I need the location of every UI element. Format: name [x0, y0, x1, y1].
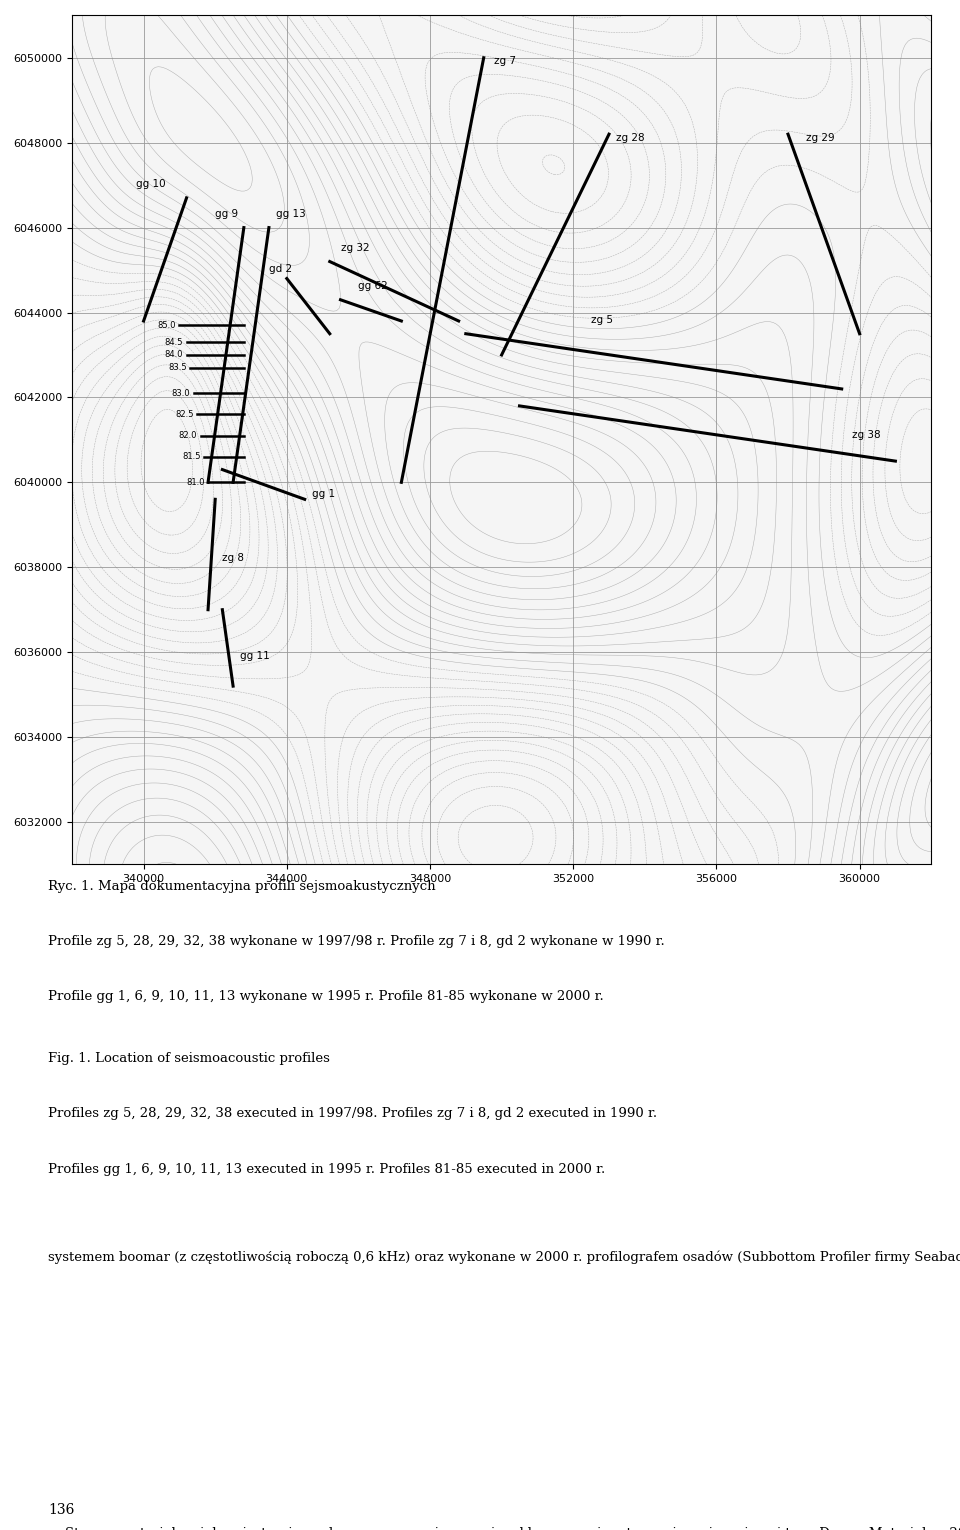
Text: 136: 136 [48, 1502, 74, 1518]
Text: zg 29: zg 29 [805, 133, 834, 142]
Text: zg 5: zg 5 [591, 315, 613, 326]
Text: 84.5: 84.5 [164, 338, 183, 347]
Text: Profile zg 5, 28, 29, 32, 38 wykonane w 1997/98 r. Profile zg 7 i 8, gd 2 wykona: Profile zg 5, 28, 29, 32, 38 wykonane w … [48, 935, 664, 949]
Text: 83.5: 83.5 [168, 363, 186, 372]
Text: Ryc. 1. Mapa dokumentacyjna profili sejsmoakustycznych: Ryc. 1. Mapa dokumentacyjna profili sejs… [48, 880, 436, 892]
Text: gg 9: gg 9 [215, 210, 238, 219]
Text: 81.5: 81.5 [182, 453, 201, 462]
Text: 82.5: 82.5 [176, 410, 194, 419]
Text: zg 38: zg 38 [852, 430, 881, 439]
Text: 84.0: 84.0 [164, 350, 183, 360]
Text: 82.0: 82.0 [179, 431, 198, 441]
Text: gd 2: gd 2 [269, 265, 292, 274]
Text: zg 8: zg 8 [223, 552, 245, 563]
Text: gg 11: gg 11 [240, 650, 270, 661]
Text: Profiles zg 5, 28, 29, 32, 38 executed in 1997/98. Profiles zg 7 i 8, gd 2 execu: Profiles zg 5, 28, 29, 32, 38 executed i… [48, 1108, 658, 1120]
Text: 85.0: 85.0 [157, 321, 176, 330]
Text: systemem boomar (z częstotliwością roboczą 0,6 kHz) oraz wykonane w 2000 r. prof: systemem boomar (z częstotliwością roboc… [48, 1250, 960, 1264]
Text: zg 32: zg 32 [341, 243, 370, 252]
Text: gg 13: gg 13 [276, 210, 306, 219]
Text: 81.0: 81.0 [186, 477, 204, 487]
Text: gg 1: gg 1 [312, 490, 335, 499]
Text: zg 7: zg 7 [494, 57, 516, 66]
Text: zg 28: zg 28 [616, 133, 645, 142]
Text: gg 62: gg 62 [358, 282, 388, 291]
Text: 83.0: 83.0 [172, 389, 190, 398]
Text: Starsze materiały miały rejestracje analogową, z pozycjonowaniem klasycznymi sys: Starsze materiały miały rejestracje anal… [48, 1527, 960, 1530]
Text: Fig. 1. Location of seismoacoustic profiles: Fig. 1. Location of seismoacoustic profi… [48, 1053, 330, 1065]
Text: gg 10: gg 10 [136, 179, 166, 190]
Text: Profiles gg 1, 6, 9, 10, 11, 13 executed in 1995 r. Profiles 81-85 executed in 2: Profiles gg 1, 6, 9, 10, 11, 13 executed… [48, 1163, 605, 1175]
Text: Profile gg 1, 6, 9, 10, 11, 13 wykonane w 1995 r. Profile 81-85 wykonane w 2000 : Profile gg 1, 6, 9, 10, 11, 13 wykonane … [48, 990, 604, 1004]
